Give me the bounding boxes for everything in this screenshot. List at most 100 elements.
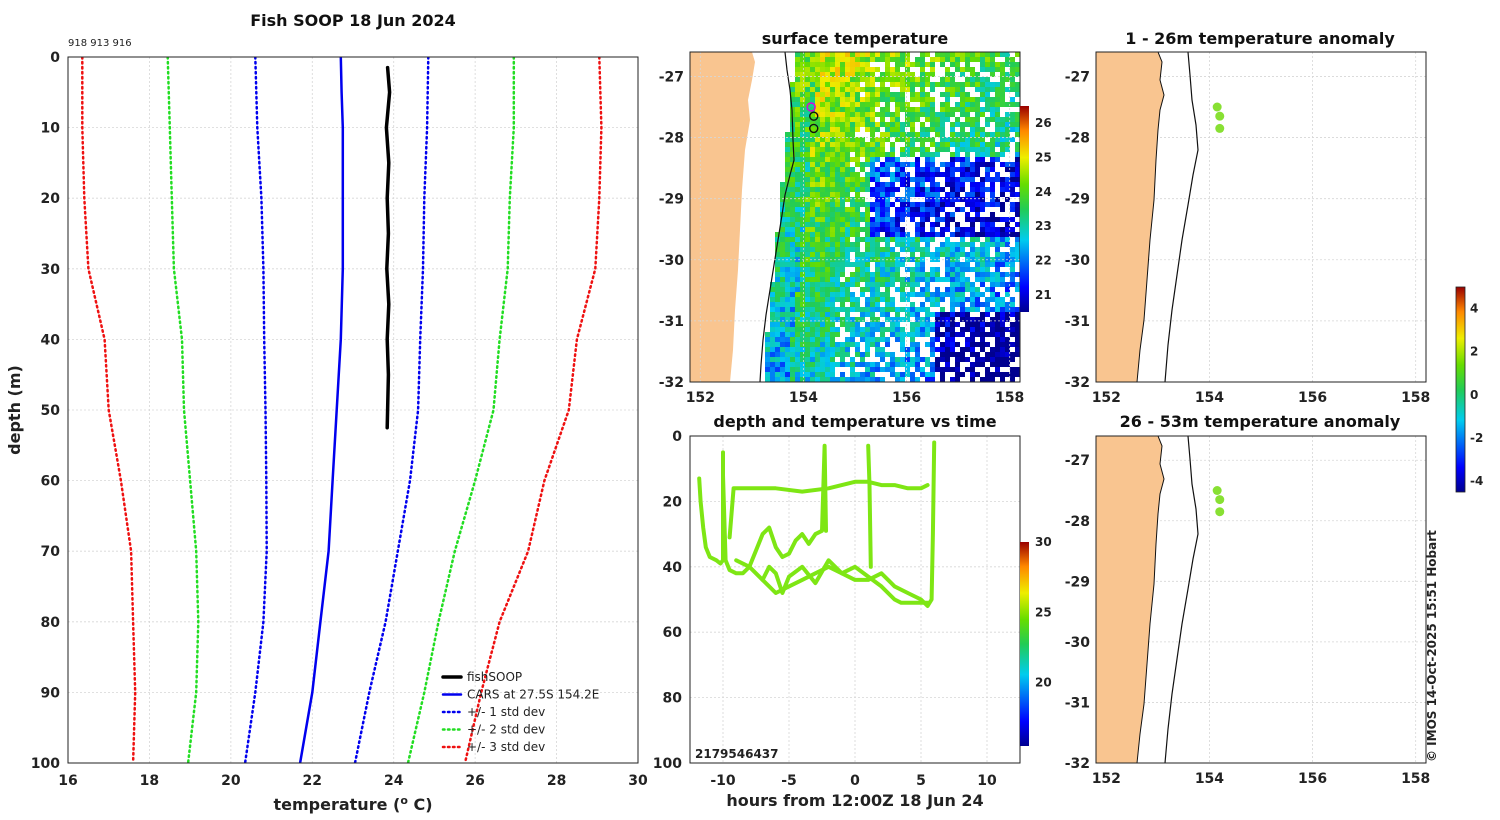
sst-cell <box>905 282 910 287</box>
sst-cell <box>765 337 770 342</box>
sst-cell <box>820 247 825 252</box>
sst-cell <box>930 137 935 142</box>
sst-cell <box>820 187 825 192</box>
sst-cell <box>940 292 945 297</box>
sst-cell <box>780 352 785 357</box>
sst-cell <box>975 252 980 257</box>
sst-cell <box>855 297 860 302</box>
sst-cell <box>835 67 840 72</box>
sst-cell <box>1000 272 1005 277</box>
sst-cell <box>940 52 945 57</box>
sst-cell <box>885 282 890 287</box>
sst-cell <box>820 162 825 167</box>
sst-cell <box>1010 102 1015 107</box>
sst-cell <box>780 347 785 352</box>
anomaly1-point <box>1212 102 1222 112</box>
sst-cell <box>1010 297 1015 302</box>
sst-cell <box>830 332 835 337</box>
sst-cell <box>930 352 935 357</box>
sst-cell <box>880 197 885 202</box>
sst-cell <box>910 292 915 297</box>
sst-cell <box>880 217 885 222</box>
sst-cell <box>910 377 915 382</box>
sst-cell <box>875 257 880 262</box>
sst-cell <box>1000 232 1005 237</box>
sst-cell <box>925 52 930 57</box>
sst-cell <box>910 357 915 362</box>
sst-cell <box>790 377 795 382</box>
sst-cell <box>980 222 985 227</box>
sst-xtick-label: 152 <box>686 390 715 406</box>
sst-cell <box>890 327 895 332</box>
sst-cell <box>955 147 960 152</box>
sst-cell <box>920 287 925 292</box>
sst-cell <box>1015 332 1020 337</box>
sst-cell <box>835 287 840 292</box>
sst-cell <box>835 62 840 67</box>
sst-cell <box>895 57 900 62</box>
sst-cell <box>825 52 830 57</box>
sst-cell <box>830 112 835 117</box>
sst-cell <box>800 177 805 182</box>
sst-cell <box>905 362 910 367</box>
sst-cell <box>820 367 825 372</box>
sst-cell <box>1015 242 1020 247</box>
sst-cell <box>900 147 905 152</box>
sst-cell <box>925 112 930 117</box>
sst-cell <box>880 377 885 382</box>
sst-cell <box>1015 192 1020 197</box>
sst-cell <box>935 297 940 302</box>
sst-cell <box>810 77 815 82</box>
sst-cell <box>845 337 850 342</box>
sst-cell <box>805 307 810 312</box>
sst-cell <box>780 197 785 202</box>
sst-cell <box>805 317 810 322</box>
sst-cell <box>800 52 805 57</box>
sst-cell <box>1015 157 1020 162</box>
sst-cell <box>965 197 970 202</box>
sst-cell <box>860 167 865 172</box>
sst-colorbar-tick: 21 <box>1035 288 1052 302</box>
sst-cell <box>785 287 790 292</box>
sst-cell <box>860 52 865 57</box>
sst-cell <box>900 247 905 252</box>
sst-cell <box>770 342 775 347</box>
sst-cell <box>970 57 975 62</box>
sst-cell <box>1000 92 1005 97</box>
sst-cell <box>825 222 830 227</box>
sst-cell <box>855 222 860 227</box>
sst-cell <box>1000 87 1005 92</box>
sst-cell <box>890 142 895 147</box>
sst-cell <box>850 292 855 297</box>
sst-cell <box>945 237 950 242</box>
sst-cell <box>985 302 990 307</box>
profile-xtick-label: 16 <box>58 773 77 789</box>
sst-cell <box>1015 182 1020 187</box>
sst-cell <box>810 212 815 217</box>
sst-cell <box>785 207 790 212</box>
sst-cell <box>805 252 810 257</box>
sst-cell <box>945 97 950 102</box>
sst-cell <box>905 357 910 362</box>
sst-cell <box>995 117 1000 122</box>
sst-cell <box>1015 67 1020 72</box>
sst-cell <box>1000 202 1005 207</box>
sst-cell <box>855 307 860 312</box>
sst-cell <box>785 377 790 382</box>
sst-cell <box>885 237 890 242</box>
sst-cell <box>810 177 815 182</box>
sst-cell <box>820 192 825 197</box>
sst-cell <box>965 312 970 317</box>
sst-cell <box>830 127 835 132</box>
sst-cell <box>980 62 985 67</box>
anomaly-colorbar <box>1455 286 1466 493</box>
sst-cell <box>830 327 835 332</box>
sst-cell <box>900 212 905 217</box>
sst-cell <box>975 287 980 292</box>
sst-cell <box>855 182 860 187</box>
sst-cell <box>855 207 860 212</box>
sst-cell <box>800 277 805 282</box>
sst-cell <box>920 67 925 72</box>
sst-cell <box>830 172 835 177</box>
sst-cell <box>940 347 945 352</box>
